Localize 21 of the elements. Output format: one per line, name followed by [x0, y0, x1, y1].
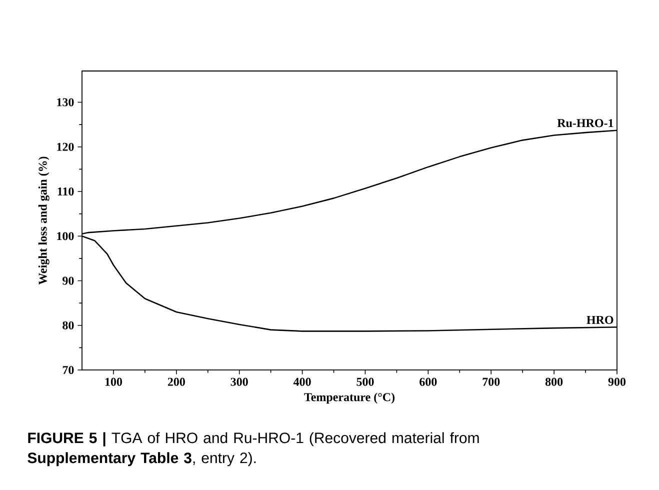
y-tick-label: 130 — [57, 98, 74, 106]
x-tick-label: 900 — [608, 378, 626, 386]
y-tick-label: 100 — [57, 232, 74, 240]
y-tick-label: 80 — [62, 321, 74, 330]
x-tick-label: 100 — [105, 378, 122, 386]
y-tick-label: 110 — [58, 187, 74, 196]
y-tick-label: 90 — [62, 276, 74, 285]
x-tick-label: 600 — [420, 378, 437, 386]
x-tick-label: 500 — [356, 378, 374, 386]
series-label: HRO — [586, 316, 614, 324]
x-tick-label: 200 — [168, 378, 185, 386]
series-label: Ru-HRO-1 — [557, 119, 614, 128]
y-axis-title: Weight loss and gain (%) — [38, 156, 50, 285]
x-tick-label: 400 — [293, 378, 311, 386]
text: FIGURE 5 | TGA of HRO and Ru-HRO-1 (Recovered material from Supplementary Table 3, entry 2). — [28, 432, 479, 466]
x-axis-title: Temperature (°C) — [304, 392, 395, 404]
y-tick-label: 120 — [57, 142, 74, 151]
y-tick-label: 70 — [62, 366, 74, 374]
x-tick-label: 300 — [230, 378, 248, 386]
x-tick-label: 700 — [482, 378, 500, 386]
x-tick-label: 800 — [545, 378, 563, 386]
